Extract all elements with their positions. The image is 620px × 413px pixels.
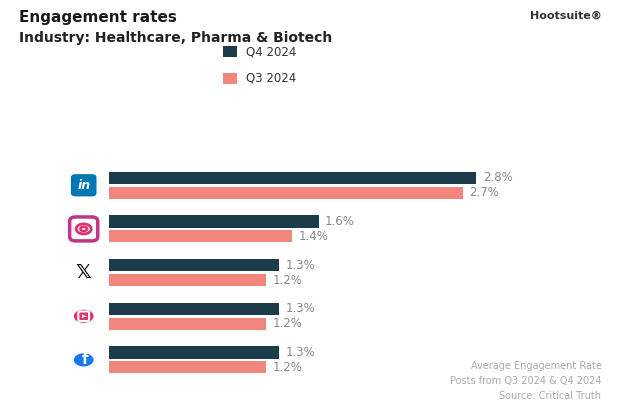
Bar: [108, 318, 266, 330]
Bar: [108, 230, 292, 242]
Bar: [108, 274, 266, 286]
Text: 1.3%: 1.3%: [286, 302, 316, 315]
Text: f: f: [81, 352, 88, 368]
Bar: [108, 172, 476, 184]
Bar: [108, 259, 279, 271]
Bar: [108, 216, 319, 228]
Bar: [108, 303, 279, 315]
Bar: [108, 347, 279, 358]
Text: 1.2%: 1.2%: [273, 317, 303, 330]
Text: 2.7%: 2.7%: [469, 186, 500, 199]
Text: Hootsuite®: Hootsuite®: [529, 10, 601, 20]
Text: 1.2%: 1.2%: [273, 361, 303, 374]
Text: 2.8%: 2.8%: [483, 171, 513, 184]
Text: Engagement rates: Engagement rates: [19, 10, 177, 25]
Text: Q4 2024: Q4 2024: [246, 45, 296, 58]
Text: 1.6%: 1.6%: [325, 215, 355, 228]
Text: 1.3%: 1.3%: [286, 346, 316, 359]
Text: 1.4%: 1.4%: [299, 230, 329, 243]
Bar: [108, 361, 266, 373]
Text: Average Engagement Rate
Posts from Q3 2024 & Q4 2024
Source: Critical Truth: Average Engagement Rate Posts from Q3 20…: [450, 361, 601, 401]
Text: 𝕏: 𝕏: [76, 263, 92, 282]
Text: 1.2%: 1.2%: [273, 273, 303, 287]
Text: Industry: Healthcare, Pharma & Biotech: Industry: Healthcare, Pharma & Biotech: [19, 31, 332, 45]
Text: Q3 2024: Q3 2024: [246, 72, 296, 85]
Bar: [108, 187, 463, 199]
Text: in: in: [77, 179, 91, 192]
Text: 1.3%: 1.3%: [286, 259, 316, 272]
